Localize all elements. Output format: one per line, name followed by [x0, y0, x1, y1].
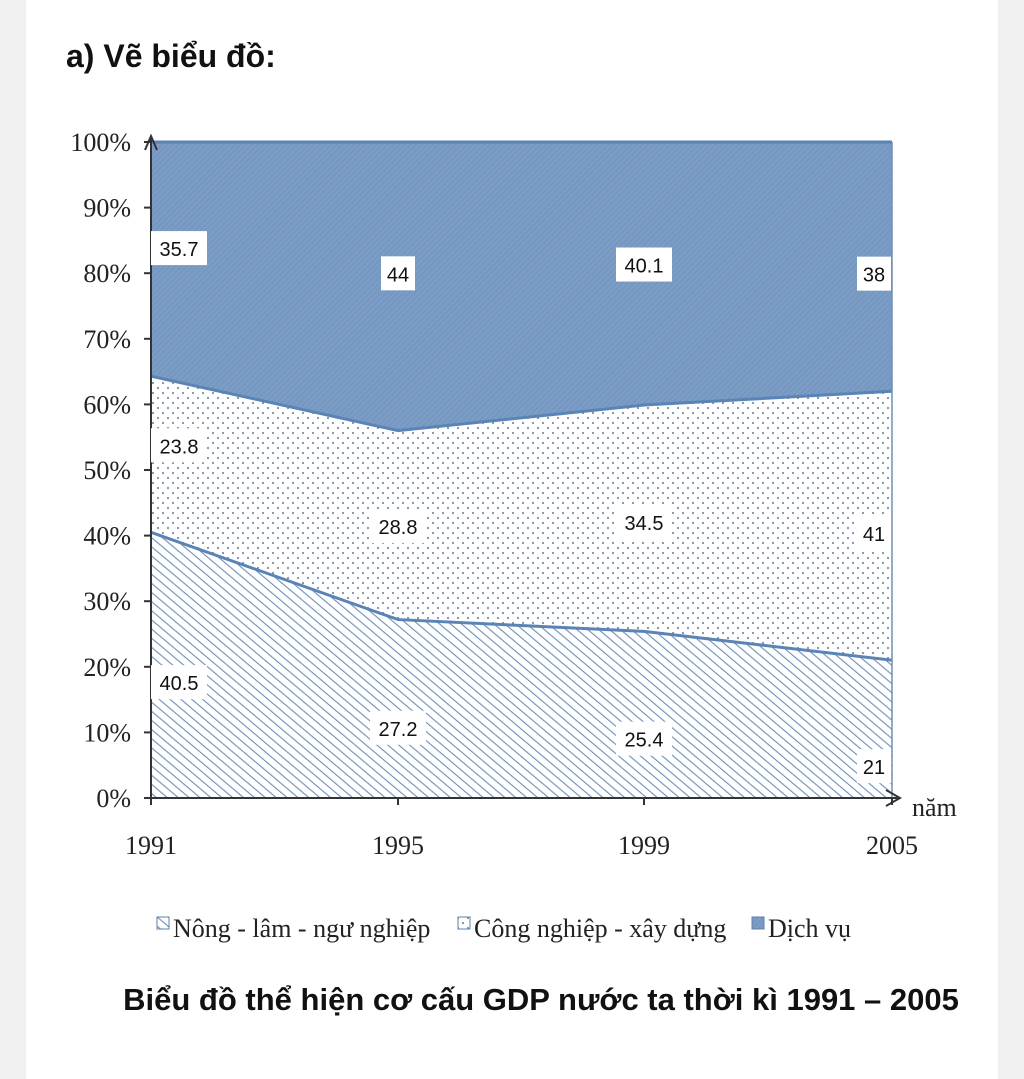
- data-label-bg: [381, 256, 415, 291]
- x-tick-label: 1995: [372, 831, 424, 860]
- y-tick-label: 0%: [96, 784, 131, 813]
- data-label: 41: [863, 524, 885, 546]
- data-label: 44: [387, 264, 409, 286]
- data-label-bg: [616, 505, 672, 540]
- section-heading: a) Vẽ biểu đồ:: [66, 38, 276, 74]
- data-label: 40.5: [160, 673, 199, 695]
- data-label-bg: [370, 509, 426, 544]
- x-tick-label: 2005: [866, 831, 918, 860]
- data-label-bg: [616, 247, 672, 282]
- x-tick-label: 1991: [125, 831, 177, 860]
- data-label-bg: [370, 710, 426, 745]
- x-tick-label: 1999: [618, 831, 670, 860]
- legend-swatch-3: [751, 916, 765, 930]
- area-series-3: [151, 142, 892, 431]
- data-label: 27.2: [379, 719, 418, 741]
- legend-label-1: Nông - lâm - ngư nghiệp: [173, 914, 430, 943]
- chart-caption: Biểu đồ thể hiện cơ cấu GDP nước ta thời…: [123, 982, 959, 1017]
- y-tick-label: 10%: [83, 718, 131, 747]
- data-label: 25.4: [625, 730, 664, 752]
- data-label-bg: [616, 721, 672, 756]
- data-label: 23.8: [160, 436, 199, 458]
- data-label: 34.5: [625, 513, 664, 535]
- y-tick-label: 50%: [83, 456, 131, 485]
- data-label-bg: [151, 665, 207, 700]
- data-label: 21: [863, 757, 885, 779]
- y-tick-label: 100%: [70, 128, 131, 157]
- y-tick-label: 40%: [83, 522, 131, 551]
- x-axis-label: năm: [912, 793, 957, 822]
- data-label-bg: [857, 256, 891, 291]
- y-tick-label: 90%: [83, 194, 131, 223]
- data-label: 28.8: [379, 517, 418, 539]
- y-tick-label: 70%: [83, 325, 131, 354]
- y-tick-label: 60%: [83, 390, 131, 419]
- legend-swatch-2: [457, 916, 471, 930]
- x-axis-arrow: [885, 789, 903, 807]
- legend-swatch-1: [156, 916, 170, 930]
- y-tick-label: 30%: [83, 587, 131, 616]
- area-series-2: [151, 376, 892, 661]
- data-label-bg: [857, 515, 891, 550]
- legend-label-3: Dịch vụ: [768, 914, 851, 943]
- legend-label-2: Công nghiệp - xây dựng: [474, 914, 726, 943]
- y-axis-arrow: [144, 133, 158, 151]
- data-label: 40.1: [625, 256, 664, 278]
- boundary-line-2: [150, 374, 893, 433]
- boundary-line-1: [150, 530, 893, 662]
- data-label-bg: [857, 749, 891, 784]
- y-tick-label: 20%: [83, 653, 131, 682]
- data-label: 35.7: [160, 239, 199, 261]
- data-label: 38: [863, 265, 885, 287]
- y-tick-label: 80%: [83, 259, 131, 288]
- data-label-bg: [151, 428, 207, 463]
- data-label-bg: [151, 231, 207, 266]
- gdp-structure-chart: 0% 10% 20% 30% 40% 50% 60% 70% 80% 90% 100% 1991 199…: [70, 128, 957, 943]
